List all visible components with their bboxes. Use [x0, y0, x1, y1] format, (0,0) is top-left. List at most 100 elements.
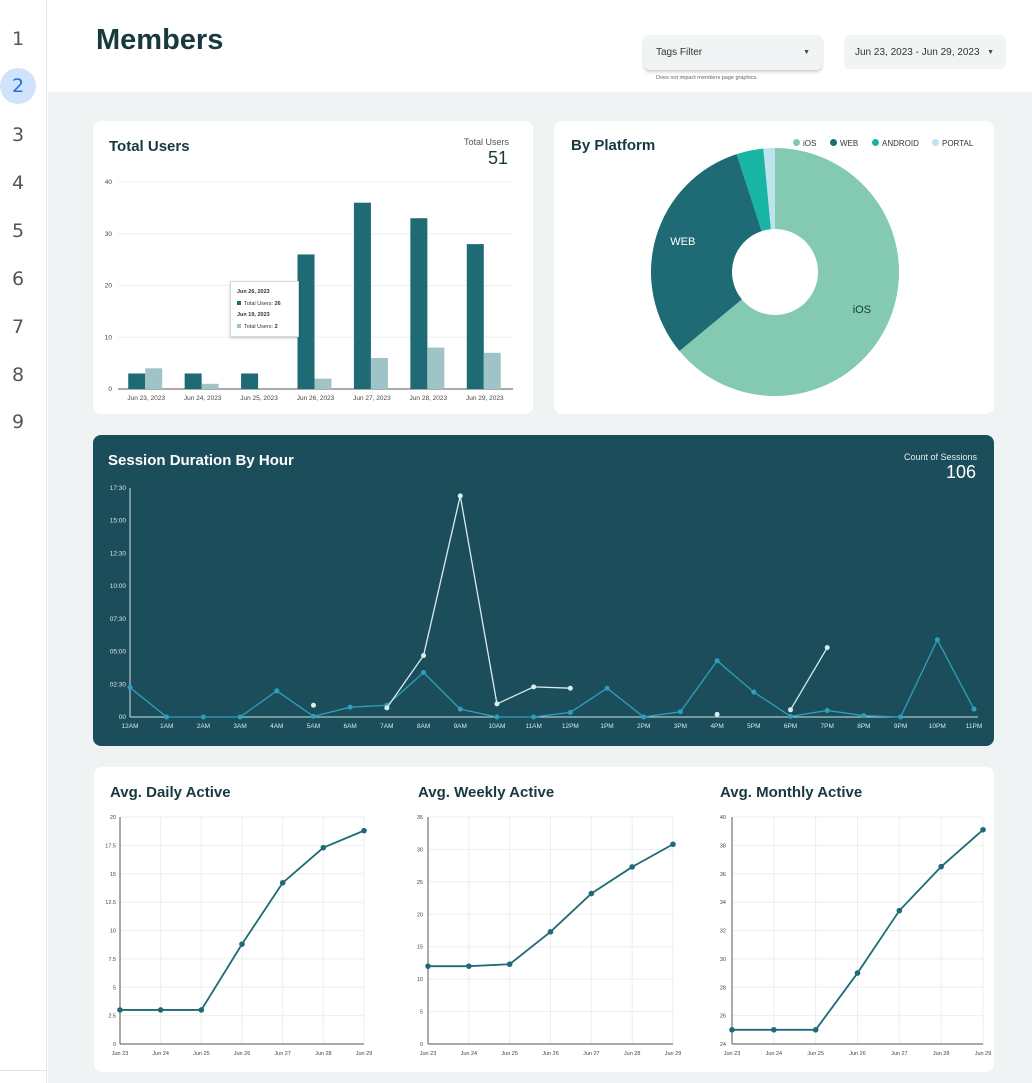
y-tick-label: 12:30	[110, 550, 127, 557]
tooltip-line-2: Total Users: 2	[237, 322, 292, 334]
y-tick-label: 12.5	[105, 900, 116, 906]
y-tick-label: 40	[105, 179, 113, 186]
pie-slice-portal	[763, 148, 775, 230]
data-point	[771, 1027, 777, 1033]
page-number-3[interactable]: 3	[11, 124, 25, 146]
total-users-kpi-value: 51	[487, 148, 508, 168]
data-point	[729, 1027, 735, 1033]
x-tick-label: 10AM	[488, 723, 505, 730]
y-tick-label: 28	[720, 985, 726, 991]
y-tick-label: 34	[720, 900, 726, 906]
x-tick-label: Jun 24	[152, 1051, 169, 1057]
x-tick-label: Jun 26	[542, 1051, 559, 1057]
data-point	[588, 890, 595, 897]
data-point	[457, 706, 463, 712]
y-tick-label: 25	[417, 880, 423, 886]
legend-dot-icon	[872, 139, 879, 147]
page-number-4[interactable]: 4	[11, 172, 25, 194]
y-tick-label: 35	[417, 815, 423, 821]
legend-item-portal[interactable]: PORTAL	[932, 139, 973, 148]
data-point	[971, 706, 977, 712]
data-point	[567, 685, 573, 691]
legend-label: ANDROID	[882, 139, 919, 148]
legend-item-ios[interactable]: iOS	[793, 139, 816, 148]
tooltip-line-1: Total Users: 26	[237, 299, 292, 311]
pie-slice-web	[651, 154, 762, 352]
legend-item-android[interactable]: ANDROID	[872, 139, 919, 148]
y-tick-label: 30	[417, 847, 423, 853]
x-tick-label: Jun 28	[624, 1051, 641, 1057]
data-point	[237, 714, 243, 720]
page-title: Members	[96, 24, 224, 56]
data-point	[861, 713, 867, 719]
data-point	[274, 688, 280, 694]
bar	[314, 378, 332, 389]
data-point	[506, 961, 513, 968]
x-tick-label: 11PM	[966, 723, 983, 730]
x-tick-label: Jun 29, 2023	[466, 395, 504, 402]
x-tick-label: 1AM	[160, 723, 173, 730]
y-tick-label: 7.5	[108, 957, 116, 963]
y-tick-label: 32	[720, 929, 726, 935]
date-range-dropdown[interactable]: Jun 23, 2023 - Jun 29, 2023 ▼	[844, 35, 1006, 69]
x-tick-label: Jun 29	[356, 1051, 373, 1057]
x-tick-label: Jun 28, 2023	[410, 395, 448, 402]
weekly-title: Avg. Weekly Active	[418, 784, 555, 801]
page-number-8[interactable]: 8	[11, 364, 25, 386]
total-users-chart: 0 10 20 30 40 Jun 23, 2023 Jun 24, 2023 Jun 25,…	[105, 179, 513, 402]
y-tick-label: 40	[720, 815, 726, 821]
swatch-icon	[237, 324, 241, 329]
x-tick-label: 4AM	[270, 723, 283, 730]
x-tick-label: Jun 26	[849, 1051, 866, 1057]
data-point	[641, 714, 647, 720]
slice-label: iOS	[853, 304, 871, 316]
date-range-label: Jun 23, 2023 - Jun 29, 2023	[855, 47, 980, 58]
y-tick-label: 17:30	[110, 485, 127, 492]
page-number-7[interactable]: 7	[11, 316, 25, 338]
x-tick-label: 2PM	[637, 723, 650, 730]
y-tick-label: 02:30	[110, 681, 127, 688]
x-tick-label: Jun 24, 2023	[184, 395, 222, 402]
data-point	[164, 714, 170, 720]
y-tick-label: 38	[720, 843, 726, 849]
bar	[145, 368, 163, 389]
slice-label: WEB	[670, 236, 695, 248]
page-number-1[interactable]: 1	[11, 28, 25, 50]
x-tick-label: Jun 24	[461, 1051, 478, 1057]
active-users-card: Avg. Daily Active Avg. Weekly Active Avg…	[94, 767, 994, 1072]
x-tick-label: Jun 24	[766, 1051, 783, 1057]
y-tick-label: 10	[105, 334, 113, 341]
x-tick-label: 8AM	[417, 723, 430, 730]
data-point	[896, 907, 903, 914]
header: Members Tags Filter ▼ Does not impact me…	[48, 0, 1032, 92]
legend-item-web[interactable]: WEB	[830, 139, 858, 148]
bar	[370, 357, 388, 389]
x-tick-label: Jun 28	[933, 1051, 950, 1057]
x-tick-label: 11AM	[525, 723, 542, 730]
y-tick-label: 0	[113, 1042, 116, 1048]
data-point	[854, 970, 861, 976]
y-tick-label: 20	[417, 912, 423, 918]
data-point	[457, 493, 463, 499]
data-point	[279, 880, 286, 886]
daily-title: Avg. Daily Active	[110, 784, 231, 801]
legend-dot-icon	[793, 139, 800, 147]
page-number-2[interactable]: 2	[0, 68, 36, 104]
session-kpi-value: 106	[945, 462, 976, 482]
tooltip-date-2: Jun 19, 2023	[237, 312, 270, 318]
tags-filter-label: Tags Filter	[656, 47, 703, 58]
x-tick-label: Jun 27	[274, 1051, 291, 1057]
dashboard-canvas: Total Users Total Users 51 0 10 20 30 40 Jun …	[48, 92, 1032, 1083]
tags-filter-dropdown[interactable]: Tags Filter ▼	[644, 35, 822, 70]
y-tick-label: 24	[720, 1042, 726, 1048]
page-number-5[interactable]: 5	[11, 220, 25, 242]
tags-filter-note: Does not impact members page graphics.	[656, 75, 758, 81]
bar	[427, 347, 445, 389]
data-point	[751, 689, 757, 695]
session-kpi-label: Count of Sessions	[903, 452, 977, 462]
y-tick-label: 20	[105, 283, 113, 290]
page-number-6[interactable]: 6	[11, 268, 25, 290]
data-point	[200, 714, 206, 720]
page-number-9[interactable]: 9	[11, 411, 25, 433]
x-tick-label: Jun 25	[501, 1051, 518, 1057]
